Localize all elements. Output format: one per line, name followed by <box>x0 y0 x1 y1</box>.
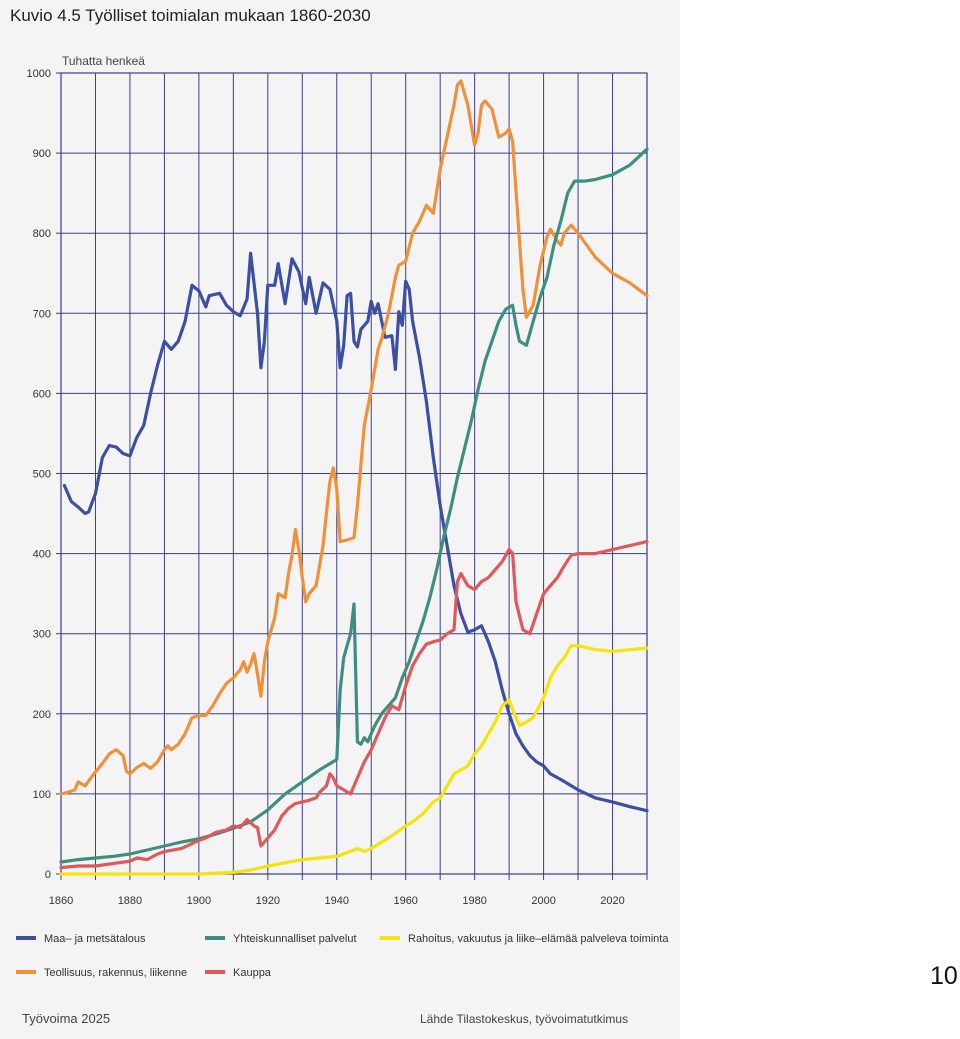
y-tick-label: 200 <box>33 709 51 721</box>
legend-label: Teollisuus, rakennus, liikenne <box>44 967 187 979</box>
y-tick-label: 100 <box>33 789 51 801</box>
legend-label: Yhteiskunnalliset palvelut <box>233 933 357 945</box>
legend-label: Maa– ja metsätalous <box>44 933 146 945</box>
series-lines <box>59 79 649 876</box>
x-tick-label: 1860 <box>49 895 73 907</box>
y-tick-label: 800 <box>33 228 51 240</box>
x-tick-label: 2020 <box>600 895 624 907</box>
y-axis-label: Tuhatta henkeä <box>62 54 145 68</box>
grid <box>56 72 648 880</box>
legend-label: Kauppa <box>233 967 272 979</box>
x-tick-label: 1960 <box>393 895 417 907</box>
y-tick-label: 300 <box>33 629 51 641</box>
chart-title: Kuvio 4.5 Työlliset toimialan mukaan 186… <box>10 6 371 25</box>
y-tick-label: 0 <box>45 869 51 881</box>
series-line <box>59 79 649 796</box>
x-tick-label: 1980 <box>462 895 486 907</box>
y-tick-label: 600 <box>33 388 51 400</box>
page-number: 10 <box>930 962 958 990</box>
x-tick-label: 1900 <box>187 895 211 907</box>
series-line <box>62 251 649 813</box>
line-chart: 0 100 200 300 400 500 600 700 800 900 1000 1860 1880… <box>16 68 669 979</box>
source-note: Lähde Tilastokeskus, työvoimatutkimus <box>420 1012 629 1026</box>
legend-label: Rahoitus, vakuutus ja liike–elämää palve… <box>408 933 669 945</box>
x-tick-label: 1940 <box>325 895 349 907</box>
tick-labels: 0 100 200 300 400 500 600 700 800 900 1000 1860 1880… <box>27 68 625 907</box>
x-tick-label: 1920 <box>256 895 280 907</box>
y-tick-label: 1000 <box>27 68 51 80</box>
series-line <box>59 147 649 864</box>
x-tick-label: 1880 <box>118 895 142 907</box>
x-tick-label: 2000 <box>531 895 555 907</box>
y-tick-label: 900 <box>33 148 51 160</box>
series-line <box>59 644 649 876</box>
footer-left: Työvoima 2025 <box>22 1011 111 1026</box>
legend: Maa– ja metsätalous Yhteiskunnalliset pal… <box>16 933 669 979</box>
y-tick-label: 700 <box>33 308 51 320</box>
series-line <box>59 540 649 870</box>
y-tick-label: 400 <box>33 549 51 561</box>
y-tick-label: 500 <box>33 469 51 481</box>
